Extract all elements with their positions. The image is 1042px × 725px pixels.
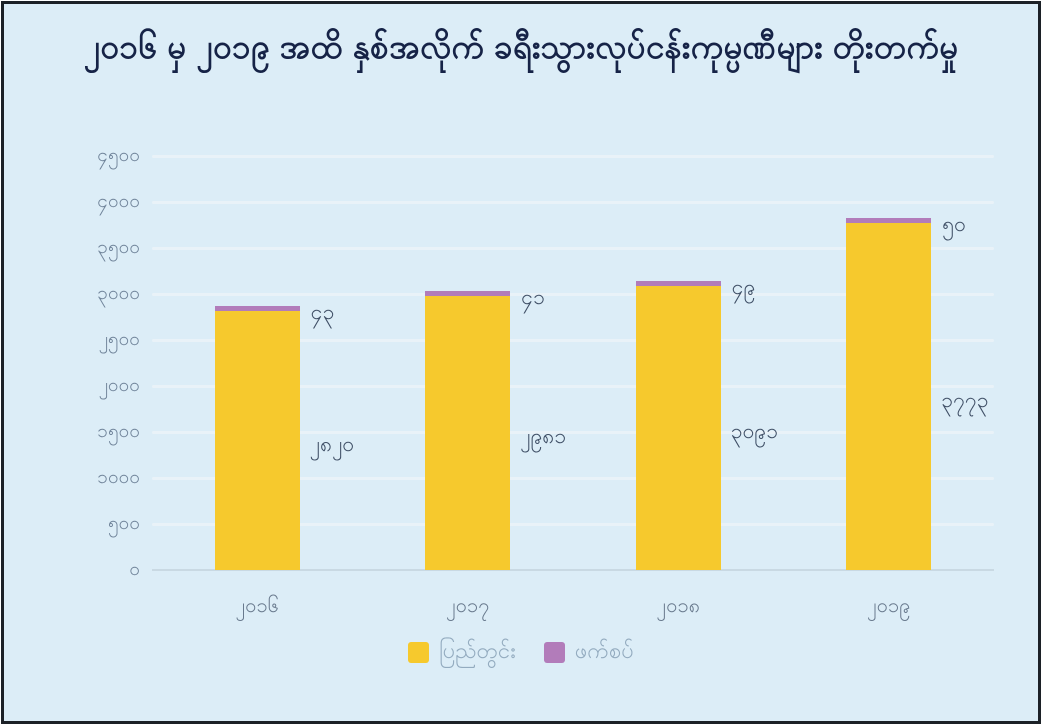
bar-segment-joint-venture xyxy=(425,291,511,296)
bar-value-label-joint-venture: ၅၀ xyxy=(942,213,966,236)
y-axis-tick-label: ၁၀၀၀ xyxy=(97,467,140,488)
y-axis-tick-label: ၂၀၀၀ xyxy=(98,375,140,396)
x-axis-line xyxy=(152,569,994,571)
bar-segment-domestic xyxy=(635,286,721,570)
bar-value-label-joint-venture: ၄၃ xyxy=(310,301,335,324)
bar-value-label-joint-venture: ၄၁ xyxy=(521,286,545,309)
legend-label-domestic: ပြည်တွင်း xyxy=(439,638,516,663)
bar-segment-domestic xyxy=(846,223,932,570)
bar-value-label-domestic: ၃၇၇၃ xyxy=(941,388,989,412)
legend-swatch-domestic-icon xyxy=(408,642,430,663)
gridline xyxy=(152,477,994,480)
gridline xyxy=(152,523,994,526)
y-axis-tick-label: ၃၀၀၀ xyxy=(97,283,140,304)
legend: ပြည်တွင်း ဖက်စပ် xyxy=(4,636,1038,669)
y-axis-tick-label: ၂၅၀၀ xyxy=(98,329,140,350)
bar-segment-domestic xyxy=(425,296,511,570)
legend-item-domestic: ပြည်တွင်း xyxy=(408,636,516,669)
y-axis-tick-label: ၄၅၀၀ xyxy=(97,145,140,166)
gridline xyxy=(152,431,994,434)
bar-value-label-domestic: ၃၀၉၁ xyxy=(730,420,778,443)
legend-label-joint-venture: ဖက်စပ် xyxy=(574,638,634,663)
bar-value-label-joint-venture: ၄၉ xyxy=(731,276,756,299)
gridline xyxy=(152,247,994,250)
x-axis-tick-label: ၂၀၁၉ xyxy=(866,595,911,617)
bar-segment-domestic xyxy=(214,311,300,570)
gridline xyxy=(152,339,994,342)
y-axis-tick-label: ၃၅၀၀ xyxy=(97,237,140,258)
bar-value-label-domestic: ၂၉၈၁ xyxy=(520,425,567,448)
x-axis-tick-label: ၂၀၁၇ xyxy=(445,595,490,617)
bar-segment-joint-venture xyxy=(846,218,932,223)
bar-value-label-domestic: ၂၈၂၀ xyxy=(309,432,355,456)
gridline xyxy=(152,155,994,158)
gridline xyxy=(152,385,994,388)
y-axis-tick-label: ၀ xyxy=(129,559,140,580)
gridline xyxy=(152,201,994,204)
y-axis-tick-label: ၄၀၀၀ xyxy=(97,191,140,212)
x-axis-tick-label: ၂၀၁၆ xyxy=(235,595,280,617)
x-axis-tick-label: ၂၀၁၈ xyxy=(656,595,701,617)
y-axis-tick-label: ၅၀၀ xyxy=(107,513,140,534)
chart-title: ၂၀၁၆ မှ ၂၀၁၉ အထိ နှစ်အလိုက် ခရီးသွားလုပ်… xyxy=(83,28,959,65)
bar-segment-joint-venture xyxy=(214,306,300,311)
bar-segment-joint-venture xyxy=(635,281,721,286)
legend-item-joint-venture: ဖက်စပ် xyxy=(543,636,634,669)
legend-swatch-joint-venture-icon xyxy=(543,642,565,663)
gridline xyxy=(152,293,994,296)
y-axis-tick-label: ၁၅၀၀ xyxy=(97,421,140,442)
